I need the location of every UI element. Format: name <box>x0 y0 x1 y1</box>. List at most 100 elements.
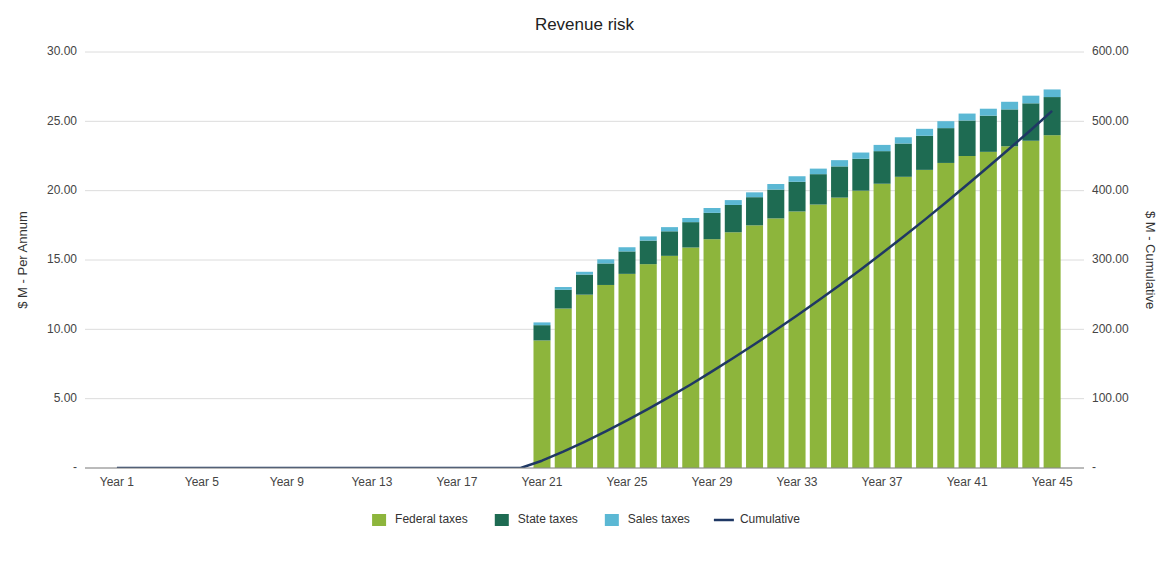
x-tick-label: Year 1 <box>100 475 135 489</box>
bar <box>980 152 997 468</box>
bar <box>1022 141 1039 468</box>
bar <box>874 151 891 184</box>
bar <box>619 251 636 273</box>
bar <box>959 121 976 156</box>
bar <box>959 156 976 468</box>
bar <box>767 218 784 468</box>
bar <box>640 264 657 468</box>
y-tick-label: 20.00 <box>47 183 77 197</box>
bar <box>576 275 593 295</box>
bar <box>746 192 763 197</box>
bar <box>597 259 614 263</box>
legend-swatch <box>605 514 619 526</box>
bar <box>895 177 912 468</box>
y2-axis-label: $ M - Cumulative <box>1143 211 1158 309</box>
bar <box>533 340 550 468</box>
bar <box>682 248 699 468</box>
x-tick-label: Year 29 <box>692 475 733 489</box>
legend-label: State taxes <box>518 512 578 526</box>
x-tick-label: Year 9 <box>270 475 305 489</box>
x-tick-label: Year 17 <box>436 475 477 489</box>
bar <box>1044 135 1061 468</box>
grid-line <box>85 52 1084 53</box>
bar <box>661 231 678 256</box>
legend-item: Sales taxes <box>605 512 690 526</box>
bar <box>831 198 848 468</box>
bar <box>1001 109 1018 146</box>
bar <box>874 184 891 468</box>
bar <box>597 263 614 284</box>
bar <box>980 109 997 116</box>
legend-swatch <box>372 514 386 526</box>
y-tick-label: 30.00 <box>47 44 77 58</box>
bar <box>640 236 657 240</box>
bar <box>1044 89 1061 97</box>
y-tick-label: 15.00 <box>47 252 77 266</box>
y-tick-label: 25.00 <box>47 114 77 128</box>
bar <box>682 222 699 247</box>
legend-item: Cumulative <box>714 512 800 526</box>
bar <box>555 290 572 309</box>
x-tick-label: Year 41 <box>947 475 988 489</box>
bar <box>746 197 763 225</box>
legend: Federal taxes State taxes Sales taxes Cumul… <box>372 512 800 526</box>
bar <box>916 136 933 170</box>
y-tick-label: 5.00 <box>54 391 78 405</box>
bar-series <box>533 97 1060 340</box>
bar <box>533 325 550 340</box>
bar-series <box>533 135 1060 468</box>
bar <box>937 121 954 128</box>
legend-label: Federal taxes <box>395 512 468 526</box>
bar <box>640 241 657 265</box>
y2-tick-label: - <box>1092 460 1096 474</box>
bar <box>895 137 912 143</box>
y2-tick-label: 200.00 <box>1092 322 1129 336</box>
x-tick-label: Year 45 <box>1032 475 1073 489</box>
grid-line <box>85 260 1084 261</box>
grid-line <box>85 468 1084 469</box>
bar-series <box>533 89 1060 325</box>
legend-swatch <box>495 514 509 526</box>
y2-tick-label: 600.00 <box>1092 44 1129 58</box>
bar <box>916 129 933 136</box>
legend-item: Federal taxes <box>372 512 468 526</box>
bar <box>831 160 848 166</box>
bar <box>852 191 869 468</box>
y-tick-label: - <box>73 460 77 474</box>
bar <box>576 272 593 275</box>
bar <box>959 114 976 121</box>
bar <box>555 309 572 468</box>
y2-tick-label: 300.00 <box>1092 252 1129 266</box>
bar <box>1022 96 1039 104</box>
bar <box>831 166 848 197</box>
plot-area <box>117 89 1061 468</box>
bar <box>1001 102 1018 110</box>
bar <box>810 174 827 204</box>
y-axis-label: $ M - Per Annum <box>15 211 30 309</box>
axes: -5.0010.0015.0020.0025.0030.00-100.00200… <box>47 44 1129 489</box>
x-tick-label: Year 25 <box>607 475 648 489</box>
x-tick-label: Year 13 <box>351 475 392 489</box>
y2-tick-label: 100.00 <box>1092 391 1129 405</box>
bar <box>852 159 869 191</box>
legend-label: Sales taxes <box>628 512 690 526</box>
bar <box>789 176 806 182</box>
bar <box>895 144 912 177</box>
x-tick-label: Year 37 <box>862 475 903 489</box>
y2-tick-label: 500.00 <box>1092 114 1129 128</box>
legend-swatch <box>714 519 734 522</box>
bar <box>789 182 806 212</box>
x-tick-label: Year 33 <box>777 475 818 489</box>
y2-tick-label: 400.00 <box>1092 183 1129 197</box>
bar <box>533 322 550 325</box>
bar <box>789 211 806 468</box>
x-axis-line <box>85 468 1084 469</box>
chart: -5.0010.0015.0020.0025.0030.00-100.00200… <box>0 0 1169 568</box>
bar <box>810 169 827 175</box>
bar <box>725 205 742 232</box>
line <box>117 111 1052 468</box>
x-tick-label: Year 21 <box>522 475 563 489</box>
bar <box>555 287 572 290</box>
legend-label: Cumulative <box>740 512 800 526</box>
x-tick-label: Year 5 <box>185 475 220 489</box>
